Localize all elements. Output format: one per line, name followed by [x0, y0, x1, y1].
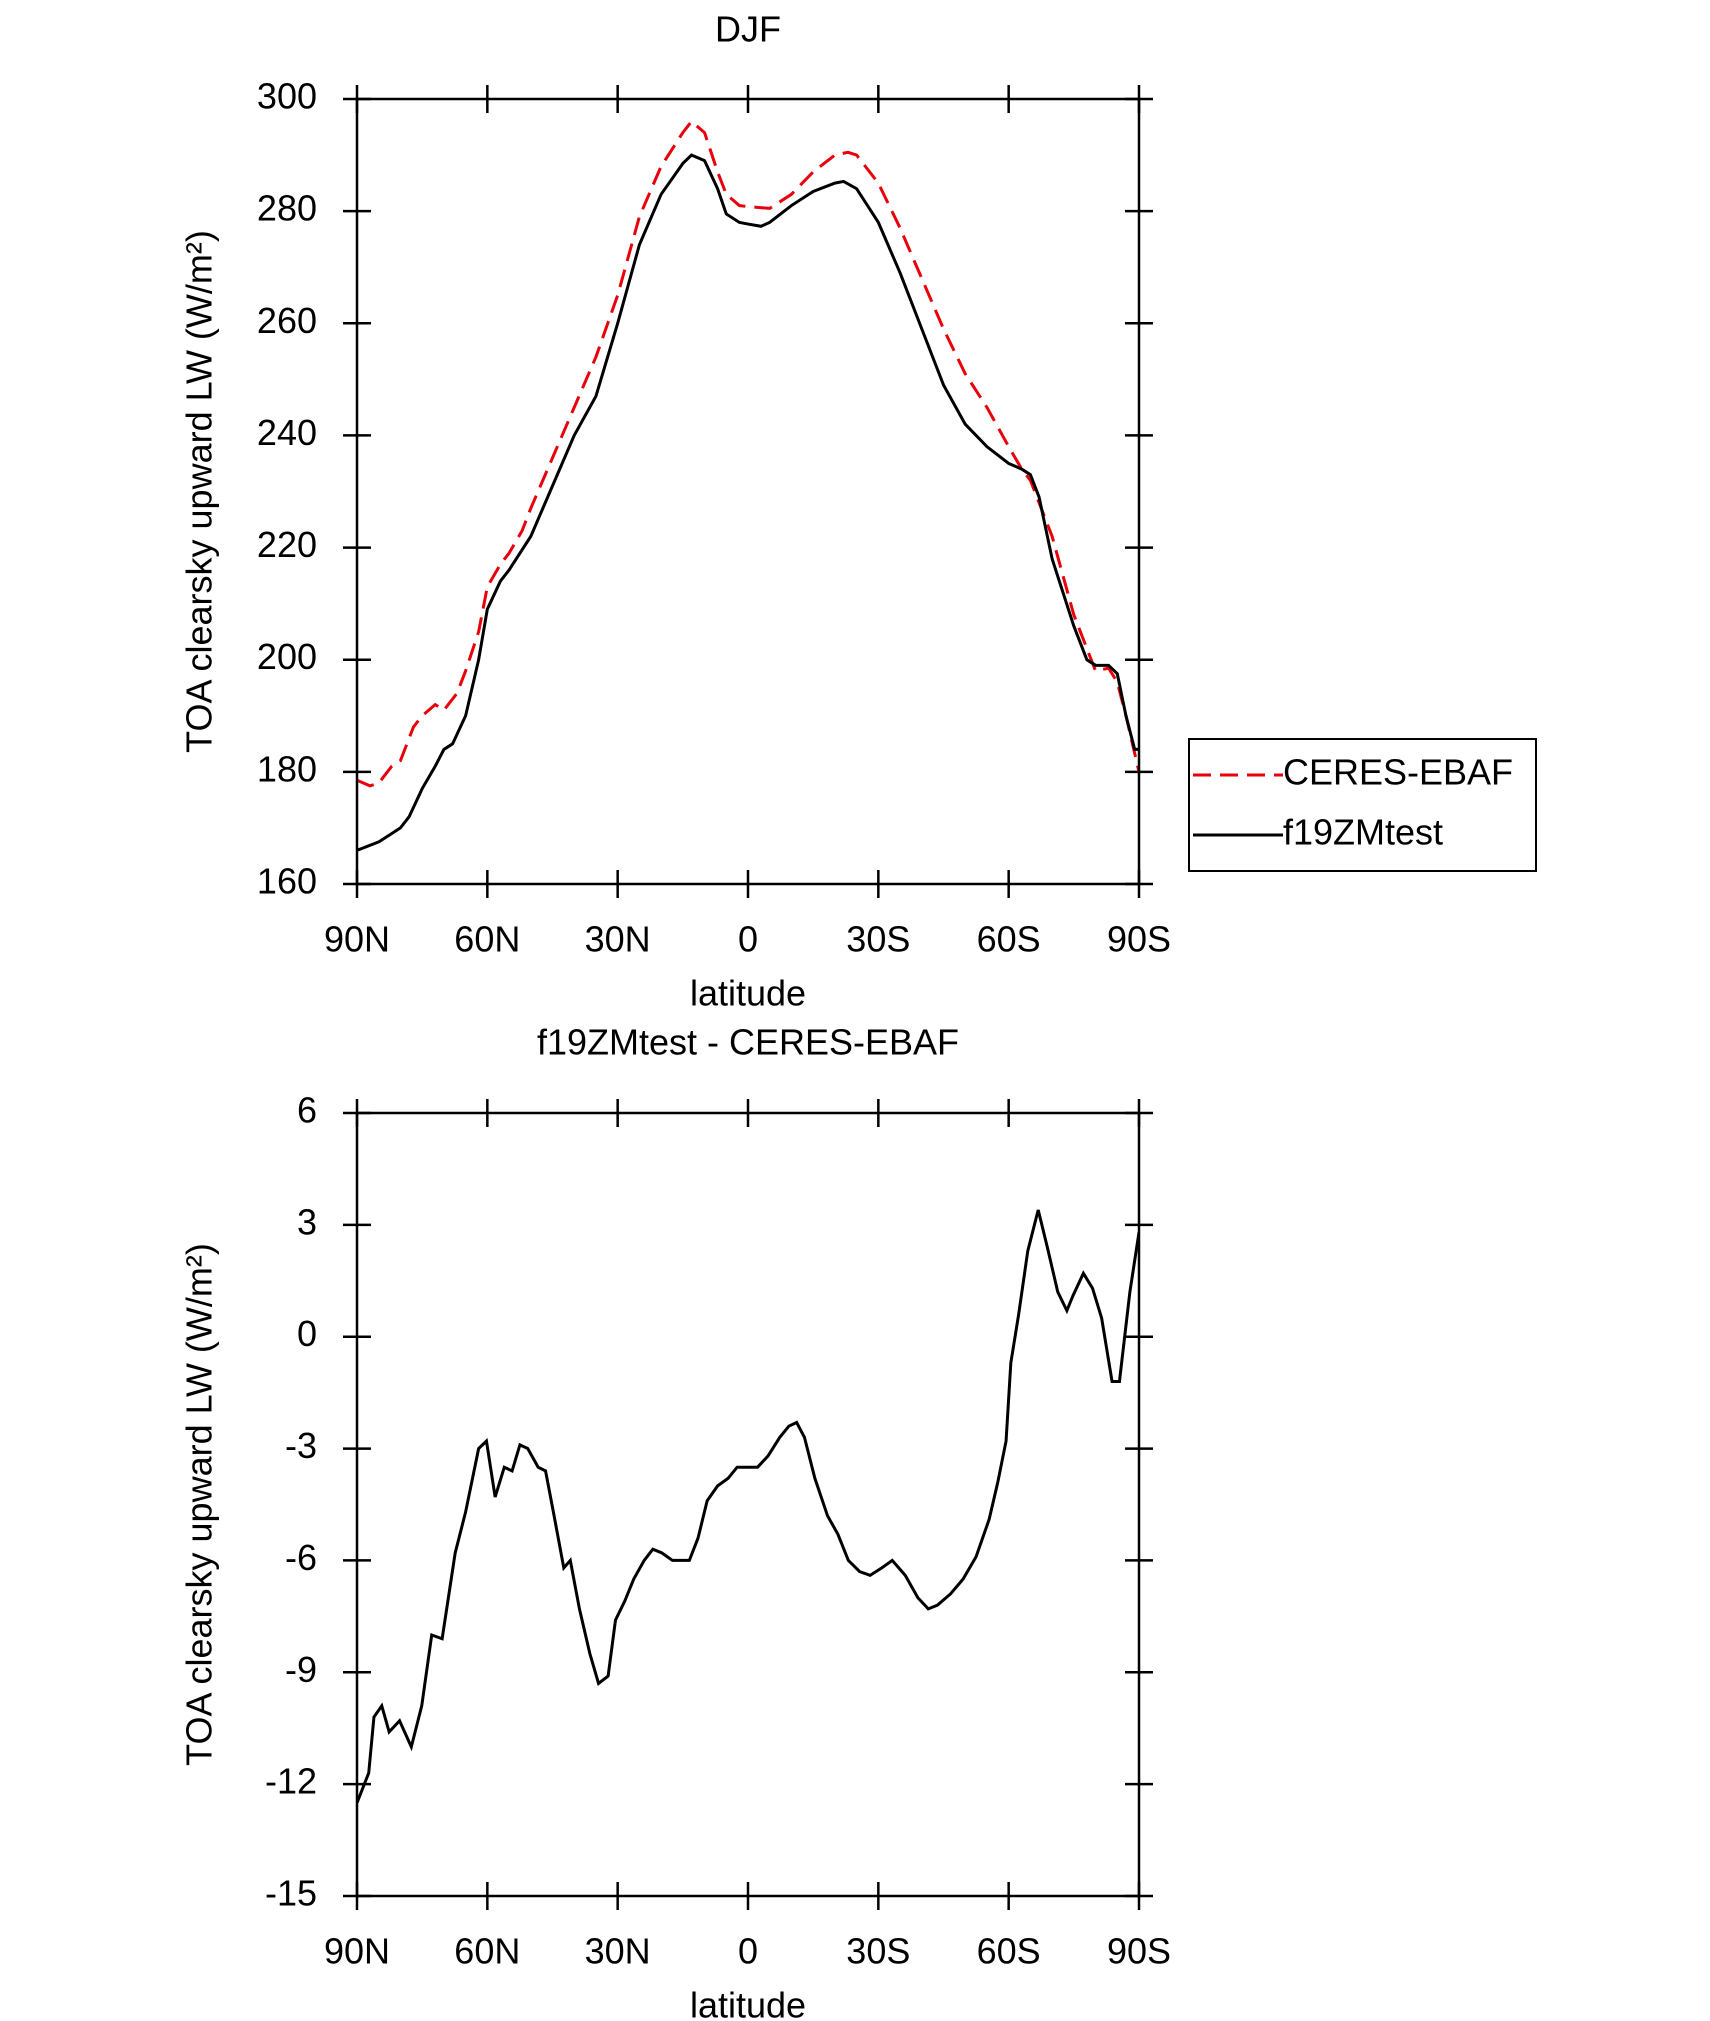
y-axis-label: TOA clearsky upward LW (W/m²): [179, 1243, 220, 1766]
y-tick-label: 200: [257, 636, 317, 677]
y-axis-label: TOA clearsky upward LW (W/m²): [179, 230, 220, 753]
y-tick-label: 3: [297, 1201, 317, 1242]
x-axis-label: latitude: [690, 973, 806, 1014]
plot-frame: [355, 1111, 1141, 1898]
y-tick-label: 280: [257, 188, 317, 229]
y-tick-label: 220: [257, 524, 317, 565]
y-tick-label: -6: [285, 1537, 317, 1578]
data-line: [357, 1209, 1139, 1804]
x-tick-label: 90N: [324, 1931, 390, 1972]
y-tick-label: -3: [285, 1425, 317, 1466]
x-tick-label: 30S: [846, 1931, 910, 1972]
x-tick-label: 60N: [454, 919, 520, 960]
y-tick-label: 240: [257, 412, 317, 453]
x-axis-label: latitude: [690, 1985, 806, 2021]
y-tick-label: -15: [265, 1873, 317, 1914]
data-line: [357, 119, 1139, 788]
y-tick-label: -12: [265, 1761, 317, 1802]
y-tick-label: 0: [297, 1313, 317, 1354]
chart-title: DJF: [715, 9, 781, 50]
data-line: [357, 153, 1139, 852]
x-tick-label: 30N: [585, 919, 651, 960]
chart-title: f19ZMtest - CERES-EBAF: [537, 1022, 959, 1063]
x-tick-label: 90S: [1107, 919, 1171, 960]
x-tick-label: 30N: [585, 1931, 651, 1972]
y-tick-label: -9: [285, 1649, 317, 1690]
y-tick-label: 260: [257, 300, 317, 341]
x-tick-label: 90N: [324, 919, 390, 960]
legend-box: [1188, 738, 1537, 872]
x-tick-label: 0: [738, 1931, 758, 1972]
y-tick-label: 300: [257, 76, 317, 117]
x-tick-label: 60S: [977, 919, 1041, 960]
x-tick-label: 90S: [1107, 1931, 1171, 1972]
y-tick-label: 160: [257, 861, 317, 902]
y-tick-label: 6: [297, 1090, 317, 1131]
x-tick-label: 0: [738, 919, 758, 960]
x-tick-label: 60N: [454, 1931, 520, 1972]
legend-label: f19ZMtest: [1283, 812, 1443, 853]
x-tick-label: 30S: [846, 919, 910, 960]
legend-label: CERES-EBAF: [1283, 752, 1513, 793]
y-tick-label: 180: [257, 748, 317, 789]
x-tick-label: 60S: [977, 1931, 1041, 1972]
plot-frame: [355, 97, 1141, 886]
